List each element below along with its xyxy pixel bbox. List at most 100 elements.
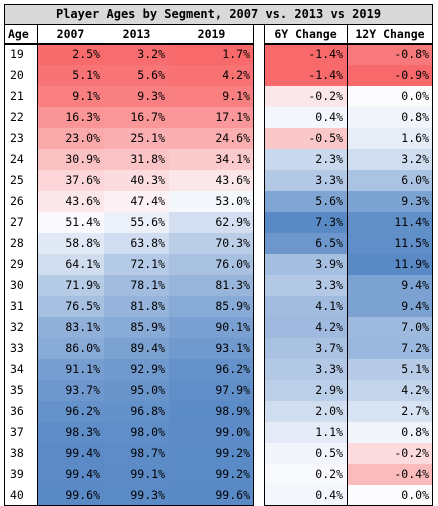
age-cell: 28	[4, 233, 37, 254]
change-12y-cell: 1.6%	[347, 128, 433, 149]
change-6y-cell: 1.1%	[264, 422, 347, 443]
change-12y-cell: 11.4%	[347, 212, 433, 233]
percent-cell: 98.7%	[104, 443, 169, 464]
percent-cell: 89.4%	[104, 338, 169, 359]
change-12y-cell: -0.2%	[347, 443, 433, 464]
change-6y-cell: -0.5%	[264, 128, 347, 149]
percent-cell: 2.5%	[37, 44, 104, 65]
age-cell: 38	[4, 443, 37, 464]
change-12y-cell: -0.9%	[347, 65, 433, 86]
percent-cell: 78.1%	[104, 275, 169, 296]
percent-cell: 24.6%	[169, 128, 254, 149]
percent-cell: 4.2%	[169, 65, 254, 86]
column-header: 2013	[104, 24, 169, 44]
percent-cell: 96.8%	[104, 401, 169, 422]
age-cell: 25	[4, 170, 37, 191]
table-border	[4, 4, 5, 506]
change-12y-cell: 9.3%	[347, 191, 433, 212]
column-divider	[347, 24, 348, 506]
change-6y-cell: -1.4%	[264, 44, 347, 65]
percent-cell: 96.2%	[37, 401, 104, 422]
percent-cell: 86.0%	[37, 338, 104, 359]
age-cell: 26	[4, 191, 37, 212]
percent-cell: 90.1%	[169, 317, 254, 338]
change-12y-cell: 3.2%	[347, 149, 433, 170]
percent-cell: 81.8%	[104, 296, 169, 317]
change-6y-cell: 6.5%	[264, 233, 347, 254]
column-header: 12Y Change	[347, 24, 433, 44]
percent-cell: 64.1%	[37, 254, 104, 275]
change-6y-cell: 3.3%	[264, 170, 347, 191]
age-cell: 36	[4, 401, 37, 422]
column-header: Age	[4, 24, 37, 44]
percent-cell: 98.3%	[37, 422, 104, 443]
change-6y-cell: 2.0%	[264, 401, 347, 422]
change-6y-cell: 3.3%	[264, 359, 347, 380]
percent-cell: 5.6%	[104, 65, 169, 86]
percent-cell: 72.1%	[104, 254, 169, 275]
percent-cell: 70.3%	[169, 233, 254, 254]
change-12y-cell: 5.1%	[347, 359, 433, 380]
change-12y-cell: 2.7%	[347, 401, 433, 422]
table-border	[4, 24, 433, 25]
change-12y-cell: 0.8%	[347, 107, 433, 128]
percent-cell: 85.9%	[104, 317, 169, 338]
percent-cell: 76.0%	[169, 254, 254, 275]
percent-cell: 16.3%	[37, 107, 104, 128]
change-12y-cell: -0.4%	[347, 464, 433, 485]
percent-cell: 3.2%	[104, 44, 169, 65]
percent-cell: 30.9%	[37, 149, 104, 170]
percent-cell: 92.9%	[104, 359, 169, 380]
column-divider	[253, 24, 254, 506]
percent-cell: 85.9%	[169, 296, 254, 317]
change-12y-cell: 6.0%	[347, 170, 433, 191]
percent-cell: 99.4%	[37, 464, 104, 485]
percent-cell: 76.5%	[37, 296, 104, 317]
percent-cell: 34.1%	[169, 149, 254, 170]
percent-cell: 93.7%	[37, 380, 104, 401]
age-cell: 35	[4, 380, 37, 401]
percent-cell: 96.2%	[169, 359, 254, 380]
percent-cell: 98.0%	[104, 422, 169, 443]
percent-cell: 99.0%	[169, 422, 254, 443]
change-12y-cell: 0.8%	[347, 422, 433, 443]
percent-cell: 98.9%	[169, 401, 254, 422]
percent-cell: 55.6%	[104, 212, 169, 233]
percent-cell: 58.8%	[37, 233, 104, 254]
age-cell: 37	[4, 422, 37, 443]
percent-cell: 99.6%	[169, 485, 254, 506]
table-border	[432, 4, 433, 506]
percent-cell: 95.0%	[104, 380, 169, 401]
age-cell: 33	[4, 338, 37, 359]
age-cell: 19	[4, 44, 37, 65]
percent-cell: 53.0%	[169, 191, 254, 212]
change-12y-cell: 0.0%	[347, 485, 433, 506]
age-cell: 23	[4, 128, 37, 149]
change-12y-cell: 11.5%	[347, 233, 433, 254]
age-cell: 29	[4, 254, 37, 275]
chart-title: Player Ages by Segment, 2007 vs. 2013 vs…	[4, 4, 433, 24]
percent-cell: 99.6%	[37, 485, 104, 506]
column-gap	[254, 24, 264, 506]
header-underline	[264, 43, 433, 45]
age-cell: 21	[4, 86, 37, 107]
percent-cell: 17.1%	[169, 107, 254, 128]
header-underline	[4, 43, 254, 45]
percent-cell: 63.8%	[104, 233, 169, 254]
change-6y-cell: 0.4%	[264, 485, 347, 506]
change-12y-cell: 7.2%	[347, 338, 433, 359]
column-divider	[264, 24, 265, 506]
percent-cell: 16.7%	[104, 107, 169, 128]
age-cell: 31	[4, 296, 37, 317]
age-cell: 39	[4, 464, 37, 485]
column-divider	[37, 24, 38, 506]
change-12y-cell: -0.8%	[347, 44, 433, 65]
column-header: 6Y Change	[264, 24, 347, 44]
change-12y-cell: 4.2%	[347, 380, 433, 401]
percent-cell: 37.6%	[37, 170, 104, 191]
change-12y-cell: 0.0%	[347, 86, 433, 107]
change-6y-cell: -1.4%	[264, 65, 347, 86]
percent-cell: 5.1%	[37, 65, 104, 86]
percent-cell: 9.1%	[37, 86, 104, 107]
change-12y-cell: 11.9%	[347, 254, 433, 275]
